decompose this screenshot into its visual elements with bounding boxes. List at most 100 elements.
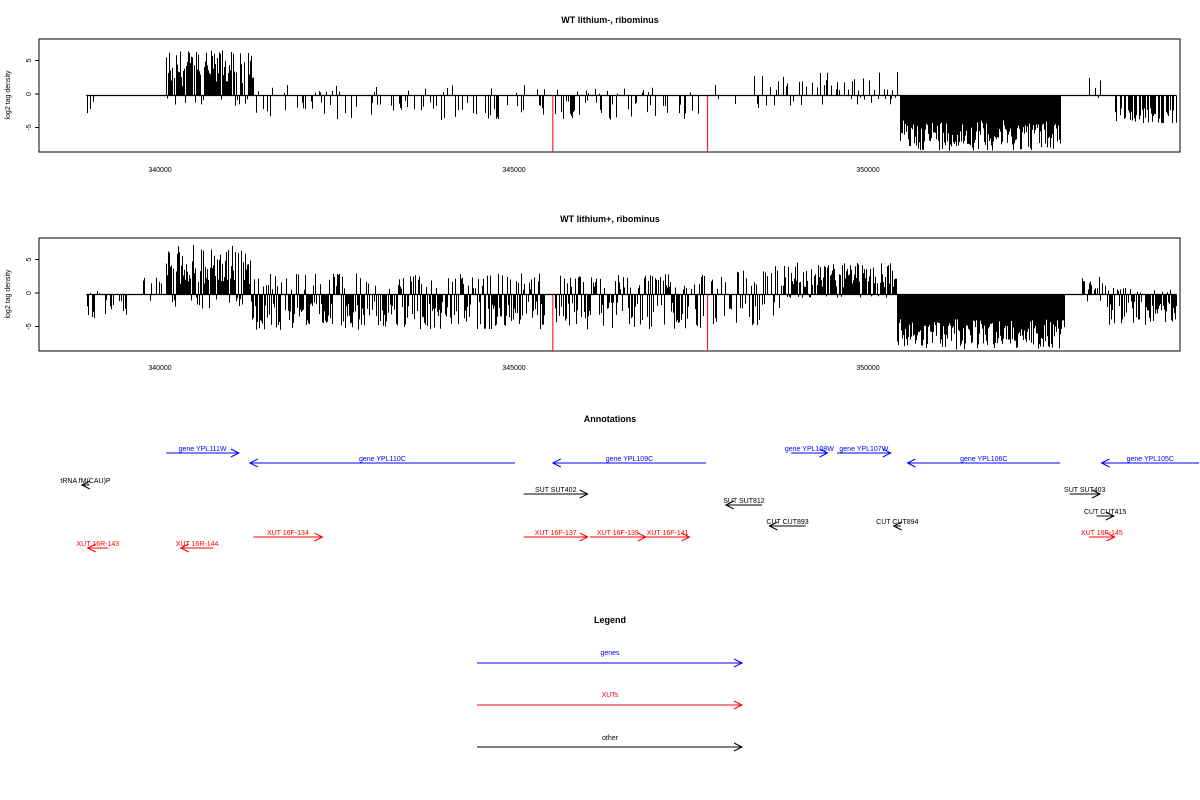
legend-item-genes: genes: [477, 650, 744, 668]
feature-arrowhead: [906, 458, 916, 468]
feature-arrowhead: [579, 532, 589, 542]
feature: XUT 16R-143: [77, 541, 119, 553]
feature-arrowhead: [1100, 458, 1110, 468]
x-tick-label: 340000: [148, 167, 171, 174]
legend-label: other: [602, 735, 619, 742]
feature: CUT CUT894: [876, 519, 919, 531]
y-tick-label: 0: [26, 92, 33, 96]
feature-arrowhead: [230, 448, 240, 458]
feature: gene YPL111W: [166, 446, 240, 458]
feature-arrowhead: [314, 532, 324, 542]
feature-label: CUT CUT893: [766, 519, 808, 526]
feature: tRNA fM(CAU)P: [60, 478, 111, 490]
y-axis-label: log2 tag density: [5, 269, 12, 319]
feature-label: tRNA fM(CAU)P: [60, 478, 111, 485]
y-axis-label: log2 tag density: [5, 70, 12, 120]
feature-arrows-group: gene YPL111W gene YPL110C gene YPL109C gene…: [60, 446, 1199, 553]
feature-label: XUT 16F-137: [535, 530, 577, 537]
x-tick-label: 345000: [502, 167, 525, 174]
y-tick-label: -5: [26, 124, 33, 130]
feature-label: CUT CUT894: [876, 519, 918, 526]
x-tick-label: 345000: [502, 365, 525, 372]
feature-label: SUT SUT812: [723, 498, 765, 505]
feature-arrowhead: [724, 500, 735, 510]
feature-label: gene YPL105C: [1127, 456, 1174, 463]
plot-frame: [38, 237, 1181, 352]
feature: CUT CUT415: [1084, 509, 1126, 521]
feature-arrowhead: [892, 521, 902, 531]
feature-label: XUT 16F-134: [267, 530, 309, 537]
feature-label: XUT 16R-144: [176, 541, 219, 548]
legend-label: genes: [600, 650, 620, 657]
legend-arrowhead: [733, 658, 744, 668]
feature-label: gene YPL107W: [839, 446, 888, 453]
feature: XUT 16F-139: [589, 530, 647, 542]
y-tick-label: 0: [26, 291, 33, 295]
x-axis: 340000 345000 350000: [148, 365, 879, 372]
density-bars-group: [86, 245, 1177, 351]
feature: XUT 16F-134: [253, 530, 324, 542]
feature-arrowhead: [768, 521, 778, 531]
y-axis: 5 0 -5: [26, 257, 39, 330]
legend-arrowhead: [733, 742, 744, 752]
feature-arrowhead: [579, 489, 589, 499]
feature-arrowhead: [1105, 511, 1115, 521]
track-panel-lithium-plus: WT lithium+, ribominus log2 tag density …: [5, 214, 1181, 372]
track-panel-lithium-minus: WT lithium-, ribominus log2 tag density …: [5, 15, 1181, 174]
feature-label: gene YPL110C: [359, 456, 406, 463]
feature-arrowhead: [179, 543, 189, 553]
x-tick-label: 350000: [856, 365, 879, 372]
feature-label: gene YPL109C: [606, 456, 653, 463]
legend-title: Legend: [594, 615, 626, 625]
y-axis: 5 0 -5: [26, 58, 39, 131]
feature-arrowhead: [1091, 489, 1102, 499]
feature-label: SUT SUT402: [535, 487, 577, 494]
feature: SUT SUT403: [1064, 487, 1106, 499]
y-tick-label: 5: [26, 58, 33, 62]
feature-arrowhead: [86, 543, 96, 553]
feature: gene YPL109C: [551, 456, 707, 468]
legend-item-other: other: [477, 735, 744, 752]
feature-arrowhead: [1106, 532, 1116, 542]
feature-label: gene YPL111W: [179, 446, 227, 453]
feature-arrowhead: [819, 448, 829, 458]
feature-arrowhead: [681, 532, 691, 542]
feature-arrowhead: [80, 480, 91, 490]
feature: XUT 16F-141: [645, 530, 691, 542]
feature: XUT 16F-137: [523, 530, 589, 542]
x-tick-label: 350000: [856, 167, 879, 174]
panel-title: WT lithium+, ribominus: [560, 214, 660, 224]
legend-label: XUTs: [602, 692, 619, 699]
legend-item-xuts: XUTs: [477, 692, 744, 710]
feature-label: gene YPL106C: [960, 456, 1007, 463]
feature-label: XUT 16F-141: [647, 530, 689, 537]
legend: Legend genes XUTs other: [477, 615, 744, 752]
feature: XUT 16F-145: [1081, 530, 1123, 542]
feature-label: XUT 16F-145: [1081, 530, 1123, 537]
feature-arrowhead: [551, 458, 562, 468]
feature: gene YPL110C: [248, 456, 516, 468]
feature: CUT CUT893: [766, 519, 809, 531]
x-tick-label: 340000: [148, 365, 171, 372]
x-axis: 340000 345000 350000: [148, 167, 879, 174]
feature-arrowhead: [248, 458, 258, 468]
feature: gene YPL108W: [785, 446, 834, 458]
feature-label: CUT CUT415: [1084, 509, 1126, 516]
legend-arrowhead: [733, 700, 744, 710]
feature: SUT SUT812: [723, 498, 765, 510]
plot-frame: [38, 38, 1181, 153]
feature-label: XUT 16F-139: [597, 530, 639, 537]
feature-label: gene YPL108W: [785, 446, 834, 453]
feature: gene YPL106C: [906, 456, 1061, 468]
feature: gene YPL105C: [1100, 456, 1199, 468]
feature: gene YPL107W: [836, 446, 892, 458]
feature-label: SUT SUT403: [1064, 487, 1106, 494]
density-bars-group: [86, 50, 1177, 152]
feature: XUT 16R-144: [176, 541, 219, 553]
annotations-title: Annotations: [584, 414, 637, 424]
y-tick-label: 5: [26, 257, 33, 261]
feature-arrowhead: [882, 448, 892, 458]
panel-title: WT lithium-, ribominus: [561, 15, 659, 25]
